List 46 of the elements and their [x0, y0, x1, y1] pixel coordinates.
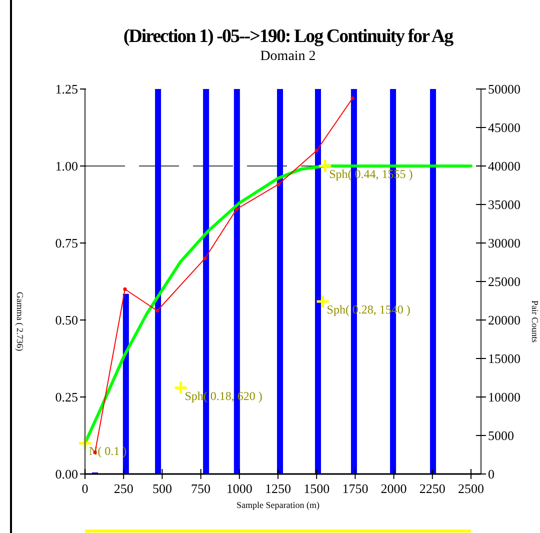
x-tick-label: 0 [82, 481, 88, 496]
line-series [84, 164, 472, 445]
x-tick-label: 1000 [226, 481, 252, 496]
x-tick-label: 750 [191, 481, 211, 496]
x-tick-label: 1500 [304, 481, 330, 496]
bar [122, 294, 129, 474]
y2-tick-label: 30000 [488, 236, 520, 250]
y-tick-label: 0.75 [55, 236, 78, 250]
y-tick-label: 1.00 [55, 158, 78, 174]
y2-tick-label: 50000 [488, 82, 520, 96]
y2-tick-label: 40000 [488, 158, 520, 174]
point [203, 256, 207, 260]
y2-tick-label: 35000 [488, 197, 520, 212]
y2-axis-title: Pair Counts [530, 300, 540, 344]
y-tick-label: 0.25 [55, 390, 78, 404]
bar [314, 89, 321, 474]
y2-tick-label: 0 [488, 466, 494, 482]
point [350, 96, 354, 100]
x-tick-label: 250 [114, 481, 134, 496]
y2-tick-label: 25000 [488, 274, 520, 289]
chart-subtitle: Domain 2 [260, 49, 316, 64]
x-tick-label: 1250 [265, 481, 291, 496]
y2-tick-label: 20000 [488, 312, 520, 328]
y2-tick-label: 45000 [488, 120, 520, 135]
x-tick-label: 2250 [419, 481, 446, 496]
y-tick-label: 1.25 [55, 82, 78, 96]
point [155, 308, 160, 313]
x-tick-label: 2000 [380, 481, 407, 496]
point [276, 182, 280, 186]
chart-title: (Direction 1) -05-->190: Log Continuity for Ag [123, 26, 454, 47]
y2-tick-label: 10000 [488, 390, 520, 404]
point [123, 287, 127, 291]
y2-tick-label: 15000 [488, 351, 520, 366]
point [314, 148, 318, 152]
x-tick-label: 1750 [342, 481, 368, 496]
bar [277, 89, 284, 474]
x-axis-title: Sample Separation (m) [236, 500, 320, 510]
bar [430, 89, 436, 474]
x-tick-label: 500 [152, 481, 172, 496]
y-tick-label: 0.00 [55, 466, 78, 482]
bar [155, 89, 162, 474]
y2-tick-label: 5000 [488, 428, 514, 443]
y-axis-title: Gamma ( 2.736) [15, 292, 25, 352]
y-tick-label: 0.50 [55, 312, 78, 328]
x-tick-label: 2500 [458, 481, 484, 496]
point [234, 207, 238, 211]
